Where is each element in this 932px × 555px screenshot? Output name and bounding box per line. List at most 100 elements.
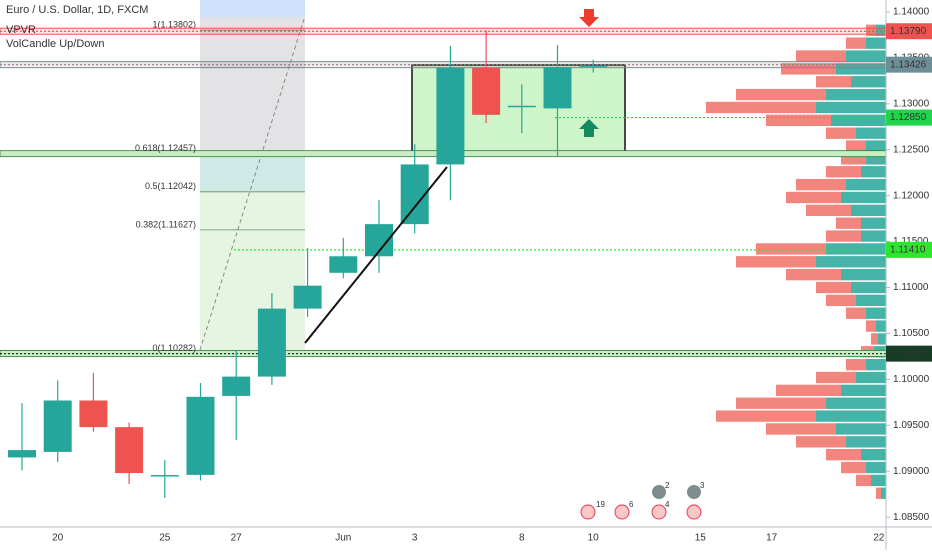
profile-up <box>851 281 886 294</box>
event-icon[interactable] <box>686 504 702 520</box>
fib-region <box>199 0 306 353</box>
profile-down <box>846 358 866 371</box>
profile-up <box>826 243 886 255</box>
profile-down <box>856 474 871 487</box>
fib-label: 0.382(1.11627) <box>136 219 196 229</box>
profile-up <box>866 307 886 319</box>
profile-up <box>836 423 886 435</box>
profile-up <box>816 101 886 114</box>
x-tick-label: Jun <box>335 533 351 544</box>
indicator: VPVR <box>6 24 36 36</box>
profile-down <box>706 101 816 114</box>
profile-down <box>806 204 851 217</box>
profile-down <box>826 294 856 307</box>
profile-down <box>826 230 861 242</box>
fib-label: 0.618(1.12457) <box>135 143 196 153</box>
candle-body <box>8 450 36 458</box>
profile-down <box>736 256 816 268</box>
profile-up <box>856 294 886 307</box>
candle-body <box>472 67 501 115</box>
profile-up <box>816 410 886 422</box>
profile-down <box>716 410 816 422</box>
x-tick-label: 20 <box>52 533 64 544</box>
profile-down <box>776 384 841 397</box>
indicator: VolCandle Up/Down <box>6 38 104 50</box>
candle-body <box>293 285 322 309</box>
profile-down <box>841 461 866 474</box>
fib-trend <box>199 15 306 351</box>
profile-down <box>866 24 876 36</box>
profile-up <box>851 204 886 217</box>
event-icon[interactable] <box>614 504 630 520</box>
event-count: 4 <box>665 500 670 509</box>
y-tick-label: 1.12500 <box>893 144 930 155</box>
profile-down <box>866 320 876 332</box>
x-tick-label: 10 <box>588 533 600 544</box>
profile-up <box>856 127 886 139</box>
profile-up <box>871 474 886 487</box>
event-count: 2 <box>665 481 670 490</box>
profile-up <box>878 333 886 345</box>
y-tick-label: 1.10500 <box>893 328 930 339</box>
profile-up <box>846 50 886 62</box>
profile-up <box>861 217 886 229</box>
profile-up <box>836 63 886 75</box>
fib-green <box>200 191 305 353</box>
fib-label: 1(1.13802) <box>152 20 196 30</box>
profile-down <box>786 191 841 204</box>
x-tick-label: 15 <box>695 533 707 544</box>
profile-up <box>866 37 886 49</box>
profile-up <box>841 384 886 397</box>
candle-body <box>43 400 72 452</box>
fib-label: 0.5(1.12042) <box>145 181 196 191</box>
profile-down <box>846 140 866 152</box>
profile-up <box>866 153 886 165</box>
y-tick-label: 1.10000 <box>893 374 930 385</box>
profile-up <box>841 268 886 281</box>
event-count: 3 <box>700 481 705 490</box>
event-icon[interactable] <box>651 504 667 520</box>
profile-up <box>846 178 886 191</box>
price-label: 1.11410 <box>890 244 926 255</box>
profile-up <box>866 358 886 371</box>
profile-down <box>876 487 881 499</box>
profile-up <box>876 24 886 36</box>
profile-up <box>861 448 886 461</box>
y-tick-label: 1.08500 <box>893 512 930 523</box>
profile-up <box>826 88 886 101</box>
candles <box>8 30 608 498</box>
profile-down <box>786 268 841 281</box>
profile-up <box>861 230 886 242</box>
profile-up <box>881 487 886 499</box>
x-tick-label: 25 <box>159 533 171 544</box>
profile-up <box>841 191 886 204</box>
event-icon[interactable] <box>687 485 701 499</box>
candle-body <box>257 308 286 377</box>
price-label: 1.13426 <box>890 59 927 70</box>
profile-up <box>856 371 886 384</box>
fib-top <box>200 0 305 17</box>
profile-up <box>861 166 886 178</box>
profile-down <box>826 127 856 139</box>
profile-down <box>826 448 861 461</box>
y-tick-label: 1.09500 <box>893 420 930 431</box>
x-tick-label: 3 <box>412 533 418 544</box>
axes: 1.140001.135001.130001.125001.120001.115… <box>52 7 932 544</box>
event-icon[interactable] <box>652 485 666 499</box>
fib-gray <box>200 17 305 151</box>
profile-down <box>816 371 856 384</box>
candle-body <box>436 67 465 165</box>
profile-down <box>841 153 866 165</box>
profile-down <box>736 88 826 101</box>
profile-up <box>831 114 886 127</box>
up-arrow <box>579 119 599 137</box>
price-label-box <box>886 241 932 258</box>
event-icon[interactable] <box>580 504 596 520</box>
profile-up <box>826 397 886 409</box>
profile-up <box>876 320 886 332</box>
profile-up <box>816 256 886 268</box>
price-label: 1.10280 <box>890 348 927 359</box>
candle-body <box>186 396 215 475</box>
price-label: 1.13790 <box>890 26 927 37</box>
profile-down <box>826 166 861 178</box>
